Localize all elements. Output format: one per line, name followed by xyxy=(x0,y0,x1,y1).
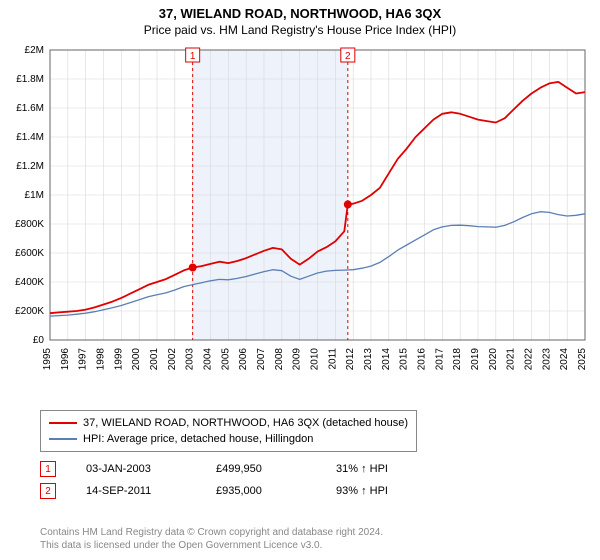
event-price: £499,950 xyxy=(216,463,306,475)
legend-item: 37, WIELAND ROAD, NORTHWOOD, HA6 3QX (de… xyxy=(49,415,408,431)
legend-item: HPI: Average price, detached house, Hill… xyxy=(49,431,408,447)
svg-text:2: 2 xyxy=(345,51,351,62)
svg-text:1997: 1997 xyxy=(78,348,89,371)
svg-text:1: 1 xyxy=(190,51,196,62)
svg-text:£400K: £400K xyxy=(15,277,44,288)
svg-text:£1.6M: £1.6M xyxy=(16,103,44,114)
svg-text:£600K: £600K xyxy=(15,248,44,259)
svg-text:1996: 1996 xyxy=(60,348,71,371)
svg-text:2024: 2024 xyxy=(559,348,570,371)
svg-text:1998: 1998 xyxy=(96,348,107,371)
chart-area: £0 £200K £400K £600K £800K £1M £1.2M £1.4M £1.6M… xyxy=(0,40,600,400)
event-date: 03-JAN-2003 xyxy=(86,463,186,475)
svg-text:2010: 2010 xyxy=(310,348,321,371)
svg-text:2007: 2007 xyxy=(256,348,267,371)
svg-text:2006: 2006 xyxy=(238,348,249,371)
legend-label: 37, WIELAND ROAD, NORTHWOOD, HA6 3QX (de… xyxy=(83,417,408,429)
svg-text:2008: 2008 xyxy=(274,348,285,371)
svg-text:2019: 2019 xyxy=(470,348,481,371)
svg-text:2023: 2023 xyxy=(541,348,552,371)
svg-text:2016: 2016 xyxy=(417,348,428,371)
svg-text:1999: 1999 xyxy=(113,348,124,371)
footer-line: Contains HM Land Registry data © Crown c… xyxy=(40,526,383,539)
event-row: 1 03-JAN-2003 £499,950 31% ↑ HPI xyxy=(40,458,416,480)
chart-subtitle: Price paid vs. HM Land Registry's House … xyxy=(0,21,600,37)
svg-text:2004: 2004 xyxy=(203,348,214,371)
svg-text:2014: 2014 xyxy=(381,348,392,371)
event-badge: 1 xyxy=(40,461,56,477)
svg-text:2015: 2015 xyxy=(399,348,410,371)
svg-text:2013: 2013 xyxy=(363,348,374,371)
svg-text:2009: 2009 xyxy=(292,348,303,371)
legend-label: HPI: Average price, detached house, Hill… xyxy=(83,433,313,445)
svg-text:2025: 2025 xyxy=(577,348,588,371)
event-price: £935,000 xyxy=(216,485,306,497)
svg-text:2003: 2003 xyxy=(185,348,196,371)
svg-text:2000: 2000 xyxy=(131,348,142,371)
svg-text:£1.2M: £1.2M xyxy=(16,161,44,172)
legend-swatch xyxy=(49,438,77,440)
svg-text:£1M: £1M xyxy=(25,190,44,201)
event-delta: 31% ↑ HPI xyxy=(336,463,416,475)
svg-text:2001: 2001 xyxy=(149,348,160,371)
svg-text:£1.8M: £1.8M xyxy=(16,74,44,85)
legend-swatch xyxy=(49,422,77,424)
svg-text:2022: 2022 xyxy=(524,348,535,371)
svg-text:2012: 2012 xyxy=(345,348,356,371)
svg-text:£800K: £800K xyxy=(15,219,44,230)
event-row: 2 14-SEP-2011 £935,000 93% ↑ HPI xyxy=(40,480,416,502)
svg-text:2002: 2002 xyxy=(167,348,178,371)
chart-title: 37, WIELAND ROAD, NORTHWOOD, HA6 3QX xyxy=(0,0,600,21)
svg-text:£1.4M: £1.4M xyxy=(16,132,44,143)
footer-line: This data is licensed under the Open Gov… xyxy=(40,539,383,552)
svg-text:2021: 2021 xyxy=(506,348,517,371)
event-delta: 93% ↑ HPI xyxy=(336,485,416,497)
event-badge: 2 xyxy=(40,483,56,499)
svg-text:£200K: £200K xyxy=(15,306,44,317)
svg-text:2018: 2018 xyxy=(452,348,463,371)
svg-text:2020: 2020 xyxy=(488,348,499,371)
svg-text:£0: £0 xyxy=(33,335,45,346)
svg-text:1995: 1995 xyxy=(42,348,53,371)
svg-text:2017: 2017 xyxy=(434,348,445,371)
footer-attribution: Contains HM Land Registry data © Crown c… xyxy=(40,526,383,552)
svg-text:2005: 2005 xyxy=(220,348,231,371)
events-table: 1 03-JAN-2003 £499,950 31% ↑ HPI 2 14-SE… xyxy=(40,458,416,502)
svg-text:£2M: £2M xyxy=(25,45,44,56)
svg-text:2011: 2011 xyxy=(327,348,338,370)
event-date: 14-SEP-2011 xyxy=(86,485,186,497)
legend: 37, WIELAND ROAD, NORTHWOOD, HA6 3QX (de… xyxy=(40,410,417,452)
